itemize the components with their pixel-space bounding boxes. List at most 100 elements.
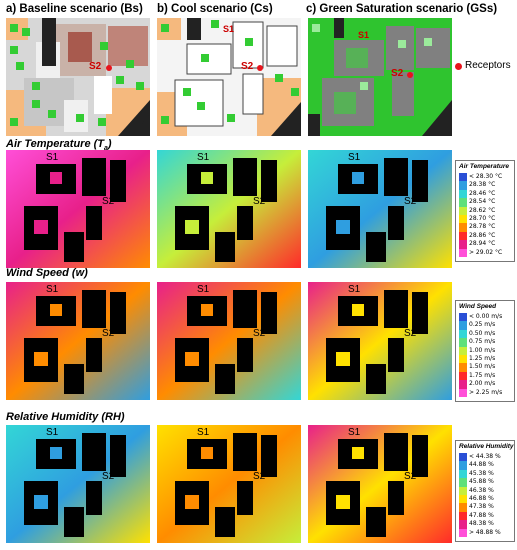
legend-swatch [459, 371, 467, 381]
legend-swatch [459, 231, 467, 241]
legend-box: Wind Speed < 0.00 m/s 0.25 m/s 0.50 m/s 0.75… [455, 300, 515, 402]
legend-swatch [459, 388, 467, 397]
receptor-s2-label: S2 [253, 471, 266, 482]
legend-swatch [459, 355, 467, 364]
receptor-s2-dot-icon [407, 72, 413, 78]
receptor-s2-dot-icon [257, 65, 263, 71]
receptor-s1-label: S1 [348, 152, 361, 163]
legend-item-label: 47.88 % [469, 511, 494, 519]
legend-item-label: 28.38 °C [469, 181, 496, 189]
heatmap-wind-speed-baseline: S1 S2 [6, 282, 150, 400]
heatmap-relative-humidity-green-saturation: S1 S2 [308, 425, 452, 543]
legend-swatch [459, 181, 467, 190]
legend-swatch [459, 511, 467, 521]
legend-swatch [459, 173, 467, 182]
receptor-s2-label: S2 [102, 196, 115, 207]
receptor-s1-label: S1 [197, 152, 210, 163]
receptors-legend: Receptors [455, 60, 517, 74]
legend-swatch [459, 453, 467, 462]
map-green-saturation [308, 18, 452, 136]
legend-item-label: 48.38 % [469, 520, 494, 528]
receptors-legend-label: Receptors [465, 60, 511, 71]
legend-swatch [459, 363, 467, 372]
legend-item-label: > 48.88 % [469, 528, 501, 536]
legend-swatch [459, 478, 467, 487]
receptor-s1-label: S1 [348, 427, 361, 438]
legend-item-label: 1.00 m/s [469, 346, 496, 354]
legend-title: Wind Speed [459, 303, 497, 310]
receptor-s1-label: S1 [197, 284, 210, 295]
legend-item-label: 46.38 % [469, 486, 494, 494]
row-title-relative-humidity: Relative Humidity (RH) [6, 411, 125, 423]
legend-item-label: > 29.02 °C [469, 248, 503, 256]
map-baseline [6, 18, 150, 136]
receptor-s2-label: S2 [253, 328, 266, 339]
receptor-s2-label: S2 [404, 471, 417, 482]
legend-swatch [459, 495, 467, 504]
legend-swatch [459, 503, 467, 512]
legend-box: Relative Humidity < 44.38 % 44.88 % 45.38 %… [455, 440, 515, 542]
legend-swatch [459, 321, 467, 330]
legend-swatch [459, 313, 467, 322]
legend-item-label: 28.46 °C [469, 189, 496, 197]
receptor-s2-label: S2 [102, 471, 115, 482]
legend-item-label: < 44.38 % [469, 453, 501, 460]
legend-item-label: < 28.30 °C [469, 173, 503, 180]
receptor-s1-label: S1 [358, 30, 370, 40]
legend-item-label: 0.50 m/s [469, 329, 496, 337]
receptor-s2-label: S2 [391, 68, 404, 79]
legend-swatch [459, 380, 467, 389]
legend-box: Air Temperature < 28.30 °C 28.38 °C 28.46 °… [455, 160, 515, 262]
column-title-cool: b) Cool scenario (Cs) [157, 3, 273, 15]
receptor-s2-label: S2 [404, 328, 417, 339]
legend-title: Relative Humidity [459, 443, 514, 450]
heatmap-air-temperature-green-saturation: S1 S2 [308, 150, 452, 268]
legend-item-label: 28.62 °C [469, 206, 496, 214]
legend-swatch [459, 215, 467, 224]
legend-swatch [459, 346, 467, 355]
column-title-baseline: a) Baseline scenario (Bs) [6, 3, 143, 15]
legend-item-label: 47.38 % [469, 503, 494, 511]
legend-item-label: 45.88 % [469, 478, 494, 486]
receptor-s2-label: S2 [404, 196, 417, 207]
legend-swatch [459, 338, 467, 347]
legend-swatch [459, 528, 467, 537]
column-title-green-saturation: c) Green Saturation scenario (GSs) [306, 3, 498, 15]
legend-swatch [459, 248, 467, 257]
legend-swatch [459, 469, 467, 479]
receptor-s1-label: S1 [223, 24, 235, 34]
legend-item-label: 28.78 °C [469, 223, 496, 231]
legend-item-label: 1.75 m/s [469, 371, 496, 379]
row-title-air-temperature: Air Temperature (Ta) [6, 138, 112, 153]
map-cool [157, 18, 301, 136]
receptor-s2-dot-icon [106, 65, 112, 71]
legend-item-label: 1.25 m/s [469, 355, 496, 362]
legend-item-label: 45.38 % [469, 469, 494, 477]
legend-swatch [459, 486, 467, 495]
legend-item-label: 28.86 °C [469, 231, 496, 239]
legend-title: Air Temperature [459, 163, 509, 170]
receptor-s1-label: S1 [46, 152, 59, 163]
legend-swatch [459, 223, 467, 232]
receptor-s1-label: S1 [46, 284, 59, 295]
receptor-s2-label: S2 [102, 328, 115, 339]
legend-item-label: 1.50 m/s [469, 363, 496, 371]
legend-swatch [459, 240, 467, 249]
legend-swatch [459, 329, 467, 339]
legend-item-label: 28.70 °C [469, 215, 496, 222]
receptor-s2-label: S2 [241, 61, 254, 72]
legend-swatch [459, 198, 467, 207]
row-title-wind-speed: Wind Speed (w) [6, 267, 88, 279]
receptor-s1-label: S1 [46, 427, 59, 438]
legend-item-label: 0.75 m/s [469, 338, 496, 346]
receptor-s1-label: S1 [348, 284, 361, 295]
legend-item-label: 0.25 m/s [469, 321, 496, 329]
heatmap-wind-speed-cool: S1 S2 [157, 282, 301, 400]
legend-item-label: 2.00 m/s [469, 380, 496, 388]
legend-item-label: 28.54 °C [469, 198, 496, 206]
legend-swatch [459, 461, 467, 470]
heatmap-relative-humidity-baseline: S1 S2 [6, 425, 150, 543]
legend-swatch [459, 189, 467, 199]
heatmap-air-temperature-cool: S1 S2 [157, 150, 301, 268]
receptor-s1-label: S1 [197, 427, 210, 438]
